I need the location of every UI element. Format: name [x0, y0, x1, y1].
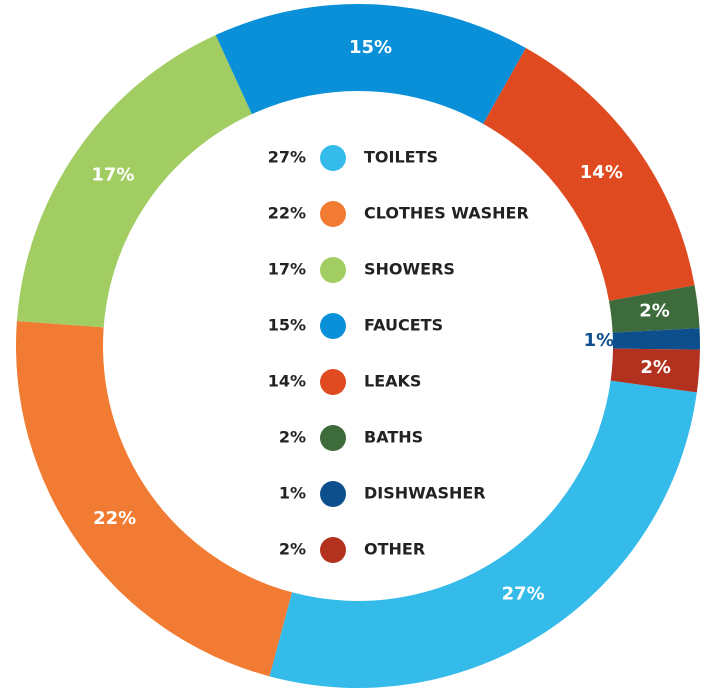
legend-label: OTHER [364, 540, 425, 559]
donut-segment [610, 348, 700, 393]
segment-label: 2% [639, 301, 670, 322]
legend-swatch [320, 201, 346, 227]
legend-percent: 22% [268, 204, 306, 223]
legend-label: DISHWASHER [364, 484, 486, 503]
legend-percent: 2% [279, 540, 306, 559]
segment-label: 15% [349, 37, 392, 58]
legend-percent: 1% [279, 484, 306, 503]
donut-segment [612, 328, 700, 350]
legend-swatch [320, 145, 346, 171]
legend-swatch [320, 425, 346, 451]
legend-label: FAUCETS [364, 316, 443, 335]
legend-swatch [320, 257, 346, 283]
segment-label: 1% [584, 330, 615, 351]
segment-label: 14% [580, 162, 623, 183]
segment-label: 27% [502, 584, 545, 605]
segment-label: 22% [93, 508, 136, 529]
legend-percent: 15% [268, 316, 306, 335]
donut-segment [16, 35, 252, 328]
legend-swatch [320, 537, 346, 563]
legend-percent: 2% [279, 428, 306, 447]
legend-label: SHOWERS [364, 260, 455, 279]
legend-percent: 14% [268, 372, 306, 391]
donut-segment [215, 3, 526, 124]
legend-percent: 17% [268, 260, 306, 279]
donut-segment [15, 320, 293, 677]
legend-label: BATHS [364, 428, 423, 447]
legend-swatch [320, 369, 346, 395]
legend-percent: 27% [268, 148, 306, 167]
donut-segment [483, 48, 695, 301]
legend-label: LEAKS [364, 372, 421, 391]
legend-swatch [320, 481, 346, 507]
donut-segment [269, 380, 697, 688]
donut-segment [608, 285, 700, 333]
legend-swatch [320, 313, 346, 339]
segment-label: 17% [91, 165, 134, 186]
legend-label: TOILETS [364, 148, 438, 167]
legend-label: CLOTHES WASHER [364, 204, 529, 223]
segment-label: 2% [640, 357, 671, 378]
